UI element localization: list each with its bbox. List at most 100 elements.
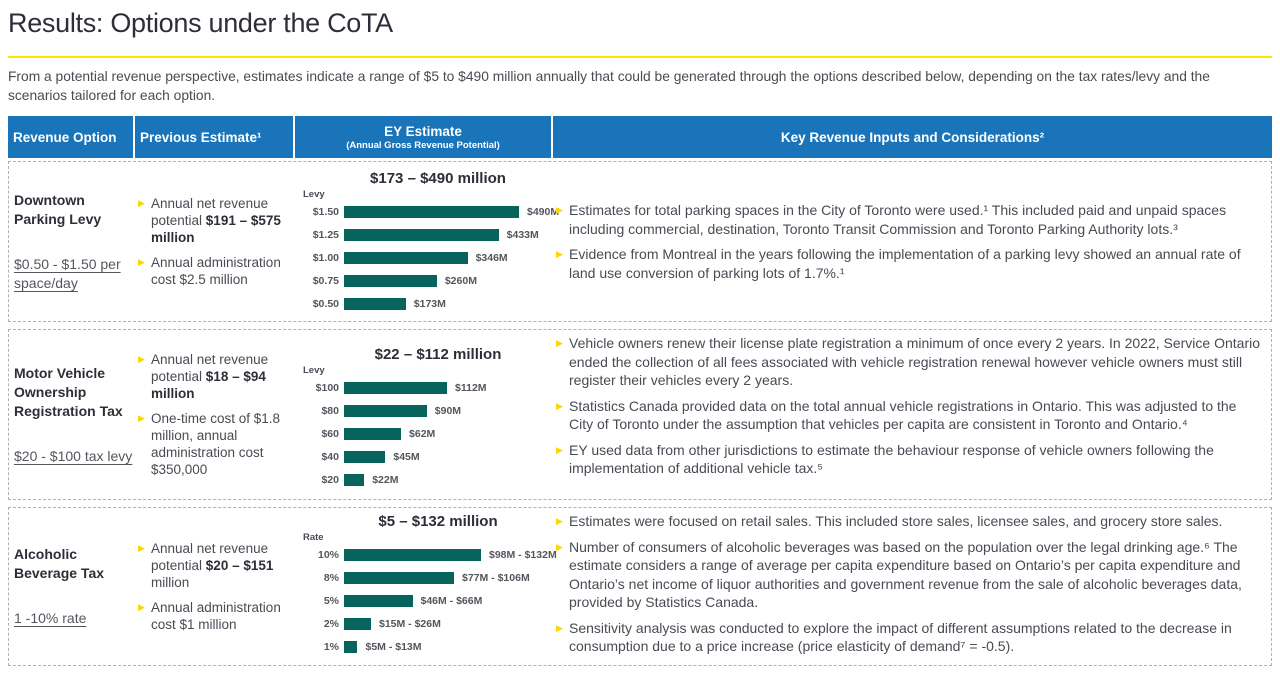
consideration-text: Estimates for total parking spaces in th… — [569, 202, 1227, 237]
bar-chart-parking-levy: $173 – $490 million Levy $1.50 $490M $1.… — [295, 162, 559, 321]
bar-value-label: $90M — [434, 404, 462, 417]
chart-bar-row: 5% $46M - $66M — [295, 589, 553, 612]
header-ey-estimate-subtitle: (Annual Gross Revenue Potential) — [346, 139, 500, 151]
chart-bar-row: $1.50 $490M — [295, 200, 559, 223]
chart-bar-row: $40 $45M — [295, 445, 553, 468]
list-item: ▶ Annual net revenue potential $20 – $15… — [135, 540, 291, 591]
axis-tick: $100 — [315, 381, 339, 394]
list-item: ▶ Estimates for total parking spaces in … — [553, 201, 1261, 238]
bar-value-label: $98M - $132M — [489, 548, 557, 561]
bullet-arrow-icon: ▶ — [556, 444, 563, 455]
bullet-arrow-icon: ▶ — [138, 257, 145, 267]
consideration-text: Vehicle owners renew their license plate… — [569, 335, 1261, 388]
table-header: Revenue Option Previous Estimate¹ EY Est… — [8, 116, 1272, 158]
chart-bar-row: $60 $62M — [295, 422, 553, 445]
list-item: ▶ Annual administration cost $1 million — [135, 599, 291, 633]
previous-estimate-text: Annual administration cost $2.5 million — [151, 255, 281, 287]
consideration-text: Number of consumers of alcoholic beverag… — [569, 538, 1242, 611]
consideration-text: EY used data from other jurisdictions to… — [569, 441, 1214, 477]
list-item: ▶ Evidence from Montreal in the years fo… — [553, 245, 1261, 282]
table-row-vehicle-tax: Motor Vehicle Ownership Registration Tax… — [8, 329, 1272, 500]
header-previous-estimate: Previous Estimate¹ — [135, 116, 295, 158]
option-title: Alcoholic Beverage Tax — [14, 546, 105, 581]
option-cell: Alcoholic Beverage Tax 1 -10% rate — [9, 508, 135, 665]
list-item: ▶ Number of consumers of alcoholic bever… — [553, 538, 1261, 612]
bullet-arrow-icon: ▶ — [138, 198, 145, 208]
bar-value-label: $260M — [444, 274, 477, 287]
bar-value-label: $490M — [527, 205, 560, 218]
axis-tick: $1.25 — [312, 228, 339, 241]
list-item: ▶ Annual net revenue potential $18 – $94… — [135, 351, 291, 402]
header-revenue-option: Revenue Option — [8, 116, 135, 158]
bar-chart-vehicle-tax: $22 – $112 million Levy $100 $112M $80 $… — [295, 330, 553, 499]
previous-estimate-cell: ▶ Annual net revenue potential $18 – $94… — [135, 330, 295, 499]
list-item: ▶ One-time cost of $1.8 million, annual … — [135, 410, 291, 478]
bar — [344, 205, 519, 218]
bar — [344, 381, 447, 394]
bullet-arrow-icon: ▶ — [138, 413, 145, 423]
axis-tick: 1% — [323, 640, 339, 653]
bar-value-label: $173M — [413, 297, 446, 310]
chart-bar-row: 10% $98M - $132M — [295, 543, 557, 566]
list-item: ▶ Vehicle owners renew their license pla… — [553, 334, 1261, 390]
bullet-arrow-icon: ▶ — [556, 338, 563, 348]
bullet-arrow-icon: ▶ — [556, 205, 563, 215]
bar — [344, 228, 499, 241]
option-rate: 1 -10% rate — [14, 610, 87, 626]
bullet-arrow-icon: ▶ — [556, 516, 563, 526]
chart-bar-row: $20 $22M — [295, 468, 553, 491]
chart-bar-row: $1.00 $346M — [295, 246, 553, 269]
list-item: ▶ Estimates were focused on retail sales… — [553, 512, 1261, 531]
bullet-arrow-icon: ▶ — [138, 602, 145, 612]
option-rate: $20 - $100 tax levy — [14, 447, 133, 464]
list-item: ▶ Annual net revenue potential $191 – $5… — [135, 195, 291, 246]
bullet-arrow-icon: ▶ — [556, 541, 563, 552]
chart-header: $173 – $490 million Levy — [295, 170, 553, 200]
list-item: ▶ EY used data from other jurisdictions … — [553, 441, 1261, 478]
bar — [344, 473, 365, 486]
bar — [344, 404, 427, 417]
option-rate: $0.50 - $1.50 per space/day — [14, 255, 121, 291]
option-cell: Motor Vehicle Ownership Registration Tax… — [9, 330, 135, 499]
chart-axis-label: Rate — [303, 532, 324, 543]
bar-value-label: $112M — [455, 381, 487, 394]
chart-bar-row: 2% $15M - $26M — [295, 612, 553, 635]
axis-tick: 5% — [323, 594, 339, 607]
axis-tick: $20 — [321, 473, 339, 486]
table-row-alcohol-tax: Alcoholic Beverage Tax 1 -10% rate ▶ Ann… — [8, 507, 1272, 666]
bar-value-label: $22M — [372, 473, 399, 486]
header-revenue-option-label: Revenue Option — [13, 129, 117, 145]
header-considerations-label: Key Revenue Inputs and Considerations² — [780, 129, 1045, 145]
chart-title: $173 – $490 million — [370, 170, 506, 187]
intro-paragraph: From a potential revenue perspective, es… — [8, 69, 1210, 103]
chart-title: $22 – $112 million — [374, 346, 502, 363]
chart-header: $5 – $132 million Rate — [295, 513, 553, 543]
bullet-arrow-icon: ▶ — [138, 543, 145, 553]
chart-header: $22 – $112 million Levy — [295, 346, 553, 376]
previous-estimate-cell: ▶ Annual net revenue potential $191 – $5… — [135, 162, 295, 321]
previous-estimate-text: Annual net revenue potential $20 – $151 … — [151, 541, 274, 590]
header-considerations: Key Revenue Inputs and Considerations² — [553, 116, 1272, 158]
slide: Results: Options under the CoTA From a p… — [0, 5, 1280, 666]
bar-chart-alcohol-tax: $5 – $132 million Rate 10% $98M - $132M … — [295, 508, 557, 665]
bar-value-label: $77M - $106M — [462, 571, 530, 584]
chart-bar-row: 1% $5M - $13M — [295, 635, 553, 658]
considerations-cell: ▶ Estimates were focused on retail sales… — [553, 508, 1271, 665]
option-cell: Downtown Parking Levy $0.50 - $1.50 per … — [9, 162, 135, 321]
bar — [344, 640, 358, 653]
chart-bar-row: $0.75 $260M — [295, 269, 553, 292]
previous-estimate-text: Annual net revenue potential $18 – $94 m… — [151, 352, 269, 401]
header-previous-estimate-label: Previous Estimate¹ — [140, 129, 262, 145]
axis-tick: 10% — [317, 548, 339, 561]
chart-bar-row: $80 $90M — [295, 399, 553, 422]
page-title: Results: Options under the CoTA — [8, 8, 393, 38]
axis-tick: $0.50 — [312, 297, 339, 310]
bar — [344, 450, 386, 463]
previous-estimate-text: Annual net revenue potential $191 – $575… — [151, 196, 281, 245]
axis-tick: 8% — [323, 571, 339, 584]
chart-axis-label: Levy — [303, 365, 325, 376]
option-title: Downtown Parking Levy — [14, 191, 102, 227]
considerations-cell: ▶ Estimates for total parking spaces in … — [553, 162, 1271, 321]
list-item: ▶ Statistics Canada provided data on the… — [553, 397, 1261, 434]
chart-bar-row: $100 $112M — [295, 376, 553, 399]
